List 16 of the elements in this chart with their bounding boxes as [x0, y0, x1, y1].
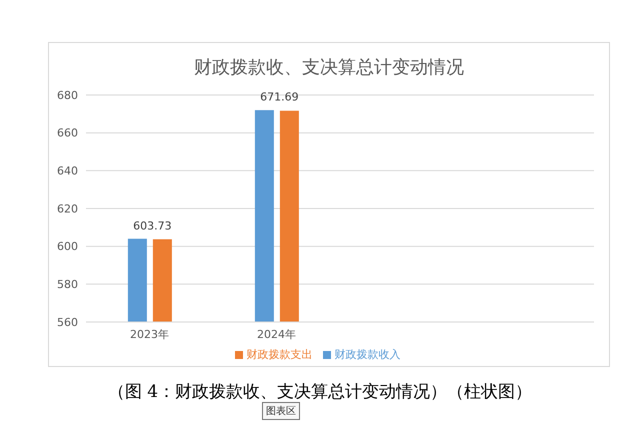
y-tick-label: 640	[57, 164, 78, 178]
x-tick-label: 2024年	[257, 328, 296, 341]
y-tick-label: 680	[57, 88, 78, 102]
y-tick-label: 600	[57, 240, 78, 254]
y-tick-label: 580	[57, 278, 78, 292]
data-label: 603.73	[133, 219, 172, 232]
y-tick-label: 620	[57, 202, 78, 216]
y-tick-label: 660	[57, 126, 78, 140]
chart-title: 财政拨款收、支决算总计变动情况	[193, 56, 465, 79]
legend-label: 财政拨款支出	[246, 348, 312, 361]
data-label: 671.69	[260, 90, 299, 104]
text: （图 4：财政拨款收、支决算总计变动情况）（柱状图）	[106, 381, 534, 403]
text: 图表区	[262, 402, 300, 420]
x-tick-label: 2023年	[130, 328, 169, 341]
legend-label: 财政拨款收入	[334, 348, 400, 361]
y-tick-label: 560	[57, 316, 78, 329]
